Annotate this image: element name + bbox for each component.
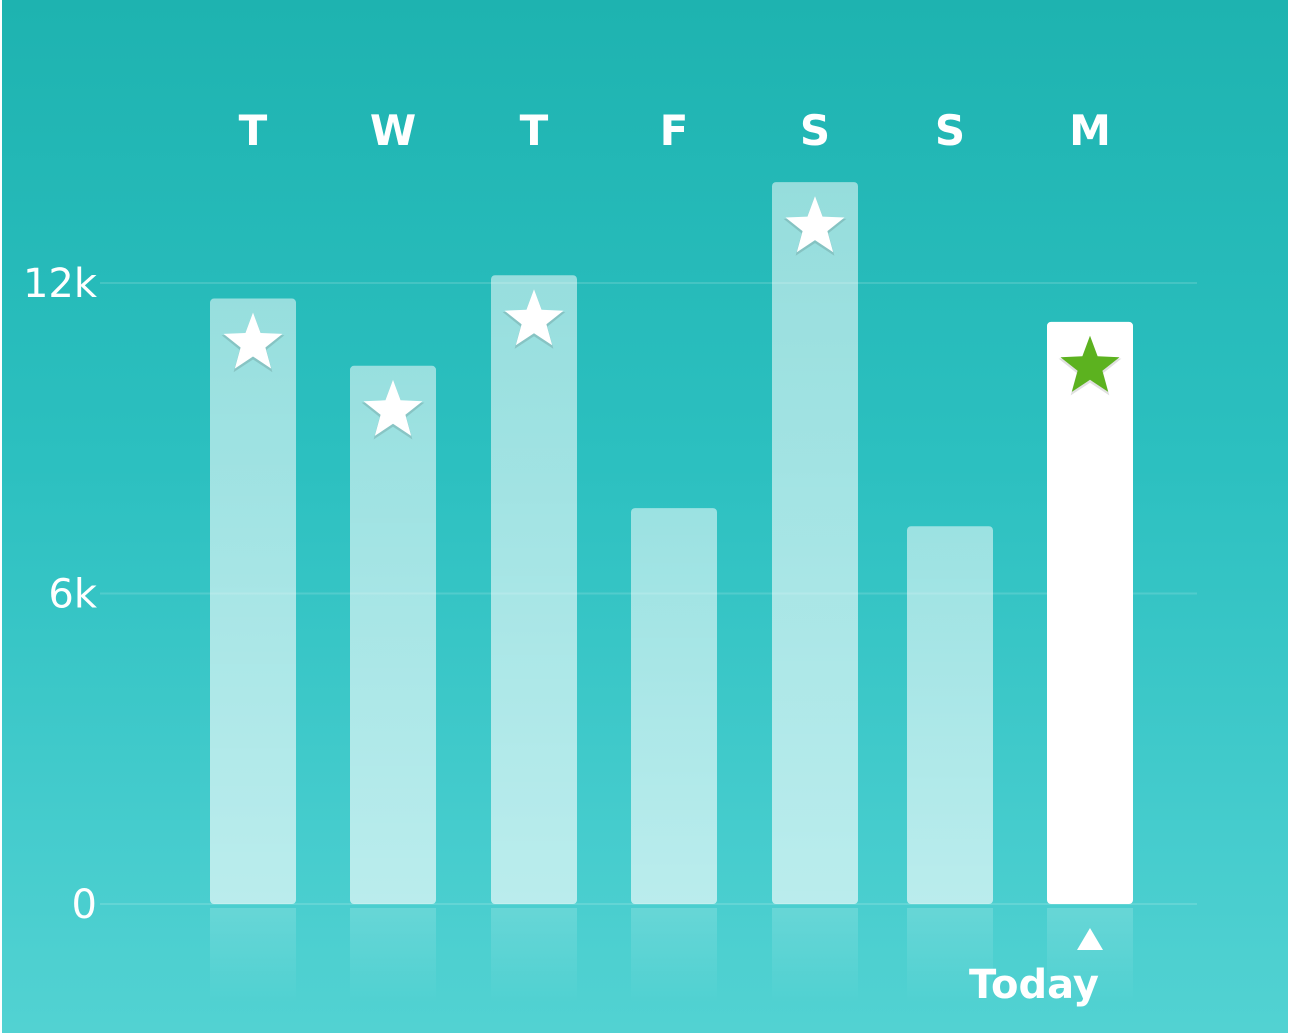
y-tick-label-6k: 6k bbox=[48, 572, 97, 618]
bars bbox=[210, 182, 1133, 904]
day-label-3: F bbox=[660, 106, 689, 155]
bar-0 bbox=[210, 298, 296, 904]
star-icon-2 bbox=[504, 289, 564, 346]
day-label-2: T bbox=[520, 106, 549, 155]
bar-1 bbox=[350, 365, 436, 904]
star-icon-0 bbox=[223, 312, 283, 369]
bar-reflections bbox=[210, 908, 1133, 1003]
goal-stars bbox=[221, 196, 1122, 440]
day-label-5: S bbox=[935, 106, 965, 155]
bar-reflection-2 bbox=[491, 908, 577, 1003]
star-icon-1 bbox=[363, 379, 423, 436]
bar-2 bbox=[491, 275, 577, 904]
bar-4 bbox=[772, 182, 858, 904]
day-label-4: S bbox=[800, 106, 830, 155]
y-axis-ticks: 0 6k 12k bbox=[23, 261, 98, 928]
bar-reflection-4 bbox=[772, 908, 858, 1003]
triangle-up-icon bbox=[1077, 928, 1103, 950]
today-label: Today bbox=[969, 962, 1099, 1008]
star-icon-4 bbox=[785, 196, 845, 253]
bar-reflection-0 bbox=[210, 908, 296, 1003]
bar-3 bbox=[631, 508, 717, 904]
bar-6 bbox=[1047, 321, 1133, 904]
star-icon-6 bbox=[1060, 335, 1120, 392]
bar-reflection-5 bbox=[907, 908, 993, 1003]
bar-reflection-3 bbox=[631, 908, 717, 1003]
day-label-6: M bbox=[1069, 106, 1111, 155]
bar-5 bbox=[907, 526, 993, 904]
today-indicator: Today bbox=[969, 928, 1103, 1008]
y-tick-label-12k: 12k bbox=[23, 261, 98, 307]
bar-reflection-6 bbox=[1047, 908, 1133, 1003]
bar-reflection-1 bbox=[350, 908, 436, 1003]
y-tick-label-0: 0 bbox=[72, 882, 97, 928]
day-label-0: T bbox=[239, 106, 268, 155]
day-label-1: W bbox=[370, 106, 416, 155]
